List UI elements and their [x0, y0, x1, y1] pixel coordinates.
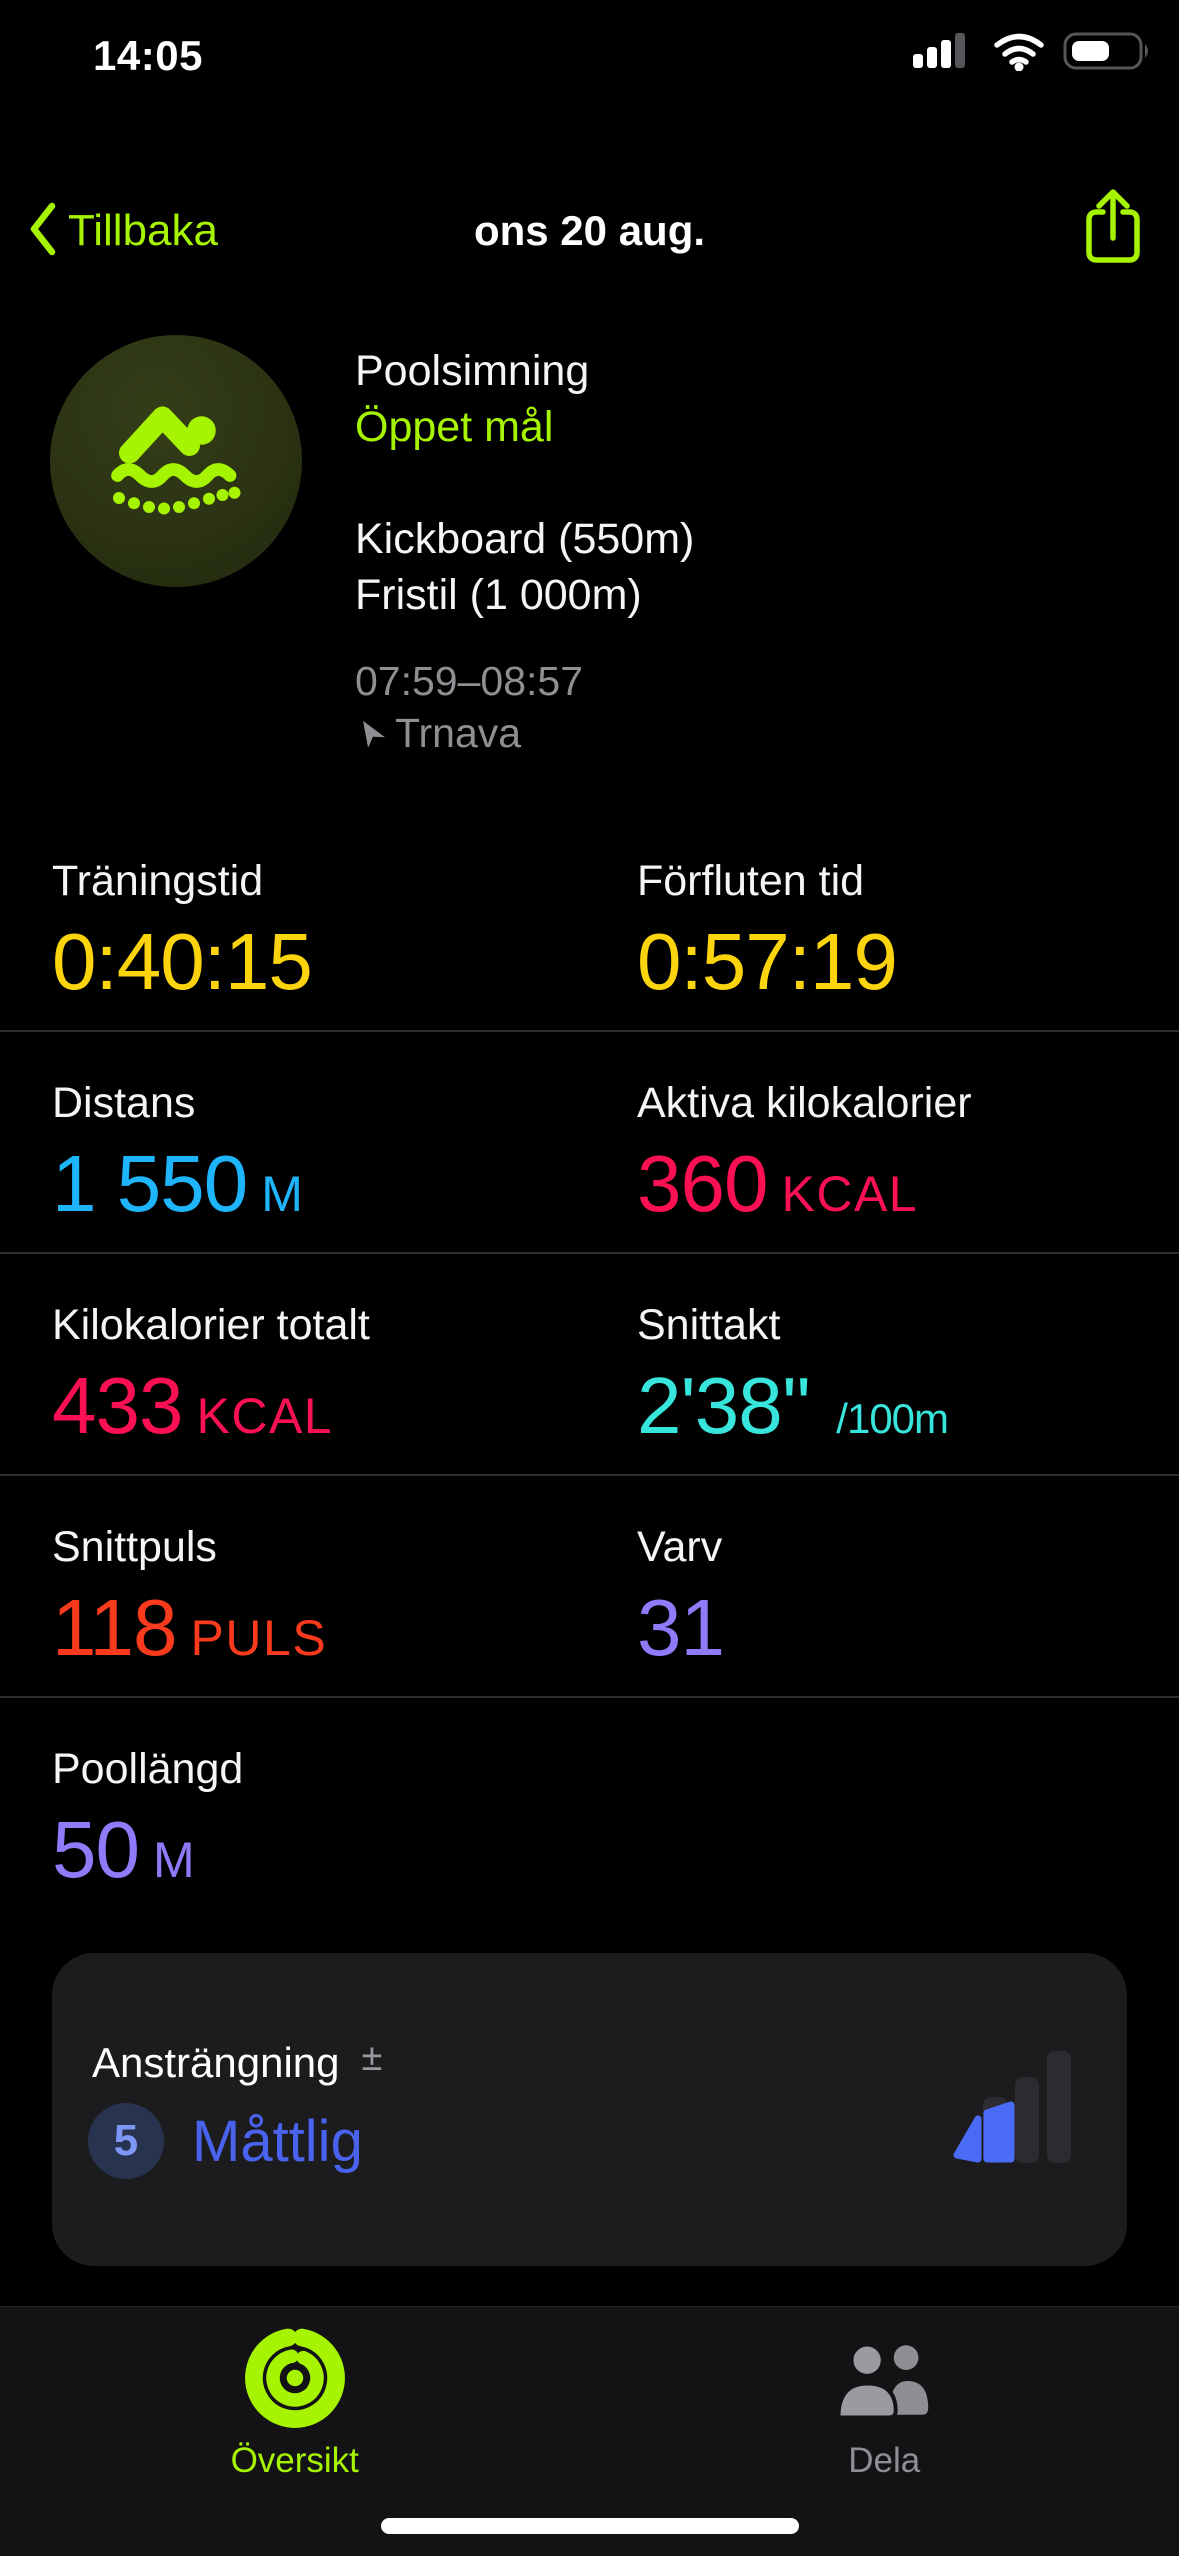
share-button[interactable]	[1073, 180, 1153, 276]
stat-label: Varv	[637, 1523, 723, 1571]
stat-value: 31	[637, 1582, 1127, 1687]
stat-label: Snittakt	[637, 1301, 781, 1349]
workout-segments: Kickboard (550m) Fristil (1 000m)	[355, 511, 694, 623]
share-icon	[1080, 184, 1146, 273]
stat-value: 2'38'' /100m	[637, 1360, 1127, 1465]
tab-bar: Översikt Dela	[0, 2306, 1179, 2556]
stat-value: 118 PULS	[52, 1582, 637, 1687]
stat-row: Poollängd 50 M	[0, 1698, 1179, 1920]
status-icons	[913, 30, 1151, 77]
stat-value: 50 M	[52, 1804, 637, 1909]
stat-cell: Träningstid 0:40:15	[52, 810, 637, 1030]
navigation-arrow-icon	[355, 707, 386, 759]
workout-goal: Öppet mål	[355, 403, 554, 451]
stat-unit: KCAL	[781, 1166, 919, 1222]
workout-segment: Fristil (1 000m)	[355, 571, 642, 619]
stat-cell: Distans 1 550 M	[52, 1032, 637, 1252]
back-button[interactable]: Tillbaka	[26, 186, 218, 276]
stats-grid: Träningstid 0:40:15 Förfluten tid 0:57:1…	[0, 810, 1179, 1920]
stat-row: Snittpuls 118 PULS Varv 31	[0, 1476, 1179, 1698]
stat-number: 2'38''	[637, 1361, 811, 1450]
stat-cell: Snittakt 2'38'' /100m	[637, 1254, 1127, 1474]
stat-unit: KCAL	[196, 1388, 334, 1444]
workout-segment: Kickboard (550m)	[355, 515, 695, 563]
workout-location: Trnava	[355, 707, 694, 759]
effort-rating-label: Måttlig	[192, 2108, 363, 2174]
nav-header: Tillbaka ons 20 aug.	[0, 186, 1179, 276]
swimming-icon	[101, 384, 251, 539]
stat-unit: M	[152, 1832, 197, 1888]
stat-number: 0:57:19	[637, 917, 898, 1006]
stat-cell: Kilokalorier totalt 433 KCAL	[52, 1254, 637, 1474]
people-icon	[832, 2327, 936, 2429]
workout-text: Poolsimning Öppet mål Kickboard (550m) F…	[355, 343, 694, 759]
tab-overview-label: Översikt	[230, 2441, 359, 2480]
effort-title: Ansträngning	[92, 2039, 340, 2086]
battery-icon	[1063, 30, 1151, 77]
effort-card[interactable]: Ansträngning ± 5 Måttlig	[52, 1953, 1127, 2266]
page-title: ons 20 aug.	[473, 207, 706, 254]
cellular-signal-icon	[913, 31, 975, 76]
tab-overview[interactable]: Översikt	[0, 2307, 590, 2556]
stat-number: 31	[637, 1583, 725, 1672]
stat-cell: Aktiva kilokalorier 360 KCAL	[637, 1032, 1127, 1252]
stat-value: 360 KCAL	[637, 1138, 1127, 1243]
stat-label: Aktiva kilokalorier	[637, 1079, 972, 1127]
chevron-left-icon	[26, 200, 58, 263]
stat-unit-suffix: /100m	[836, 1395, 949, 1442]
stat-number: 0:40:15	[52, 917, 313, 1006]
stat-label: Träningstid	[52, 857, 264, 905]
effort-bars-icon	[951, 2047, 1075, 2168]
effort-title-row: Ansträngning ±	[92, 2037, 383, 2087]
back-button-label: Tillbaka	[68, 206, 218, 255]
status-time: 14:05	[93, 32, 203, 79]
workout-type-badge	[50, 335, 302, 587]
workout-time-range: 07:59–08:57	[355, 658, 584, 704]
stat-cell: Varv 31	[637, 1476, 1127, 1696]
stat-number: 360	[637, 1139, 768, 1228]
stat-value: 0:57:19	[637, 916, 1127, 1021]
stat-number: 50	[52, 1805, 140, 1894]
stat-label: Poollängd	[52, 1745, 244, 1793]
stat-number: 1 550	[52, 1139, 248, 1228]
workout-meta: 07:59–08:57 Trnava	[355, 655, 694, 759]
stat-value: 433 KCAL	[52, 1360, 637, 1465]
stat-unit: PULS	[190, 1610, 328, 1666]
stat-row: Kilokalorier totalt 433 KCAL Snittakt 2'3…	[0, 1254, 1179, 1476]
workout-location-label: Trnava	[395, 710, 522, 756]
stat-number: 433	[52, 1361, 183, 1450]
wifi-icon	[991, 31, 1047, 76]
effort-score-row: 5 Måttlig	[88, 2103, 363, 2179]
stat-cell: Poollängd 50 M	[52, 1698, 637, 1920]
stat-cell: Förfluten tid 0:57:19	[637, 810, 1127, 1030]
stat-row: Träningstid 0:40:15 Förfluten tid 0:57:1…	[0, 810, 1179, 1032]
stat-value: 0:40:15	[52, 916, 637, 1021]
tab-share-label: Dela	[848, 2441, 921, 2480]
effort-score-badge: 5	[88, 2103, 164, 2179]
activity-rings-icon	[244, 2327, 346, 2429]
stat-unit: M	[261, 1166, 305, 1222]
stat-label: Distans	[52, 1079, 196, 1127]
stat-label: Kilokalorier totalt	[52, 1301, 370, 1349]
stat-label: Förfluten tid	[637, 857, 865, 905]
plus-minus-adjust-icon: ±	[361, 2037, 383, 2079]
home-indicator[interactable]	[380, 2518, 799, 2534]
stat-label: Snittpuls	[52, 1523, 217, 1571]
stat-number: 118	[52, 1583, 178, 1672]
status-bar: 14:05	[0, 0, 1179, 100]
stat-value: 1 550 M	[52, 1138, 637, 1243]
stat-row: Distans 1 550 M Aktiva kilokalorier 360 KC…	[0, 1032, 1179, 1254]
stat-cell: Snittpuls 118 PULS	[52, 1476, 637, 1696]
workout-summary: Poolsimning Öppet mål Kickboard (550m) F…	[0, 335, 1179, 805]
tab-share[interactable]: Dela	[590, 2307, 1179, 2556]
workout-activity: Poolsimning	[355, 347, 590, 395]
